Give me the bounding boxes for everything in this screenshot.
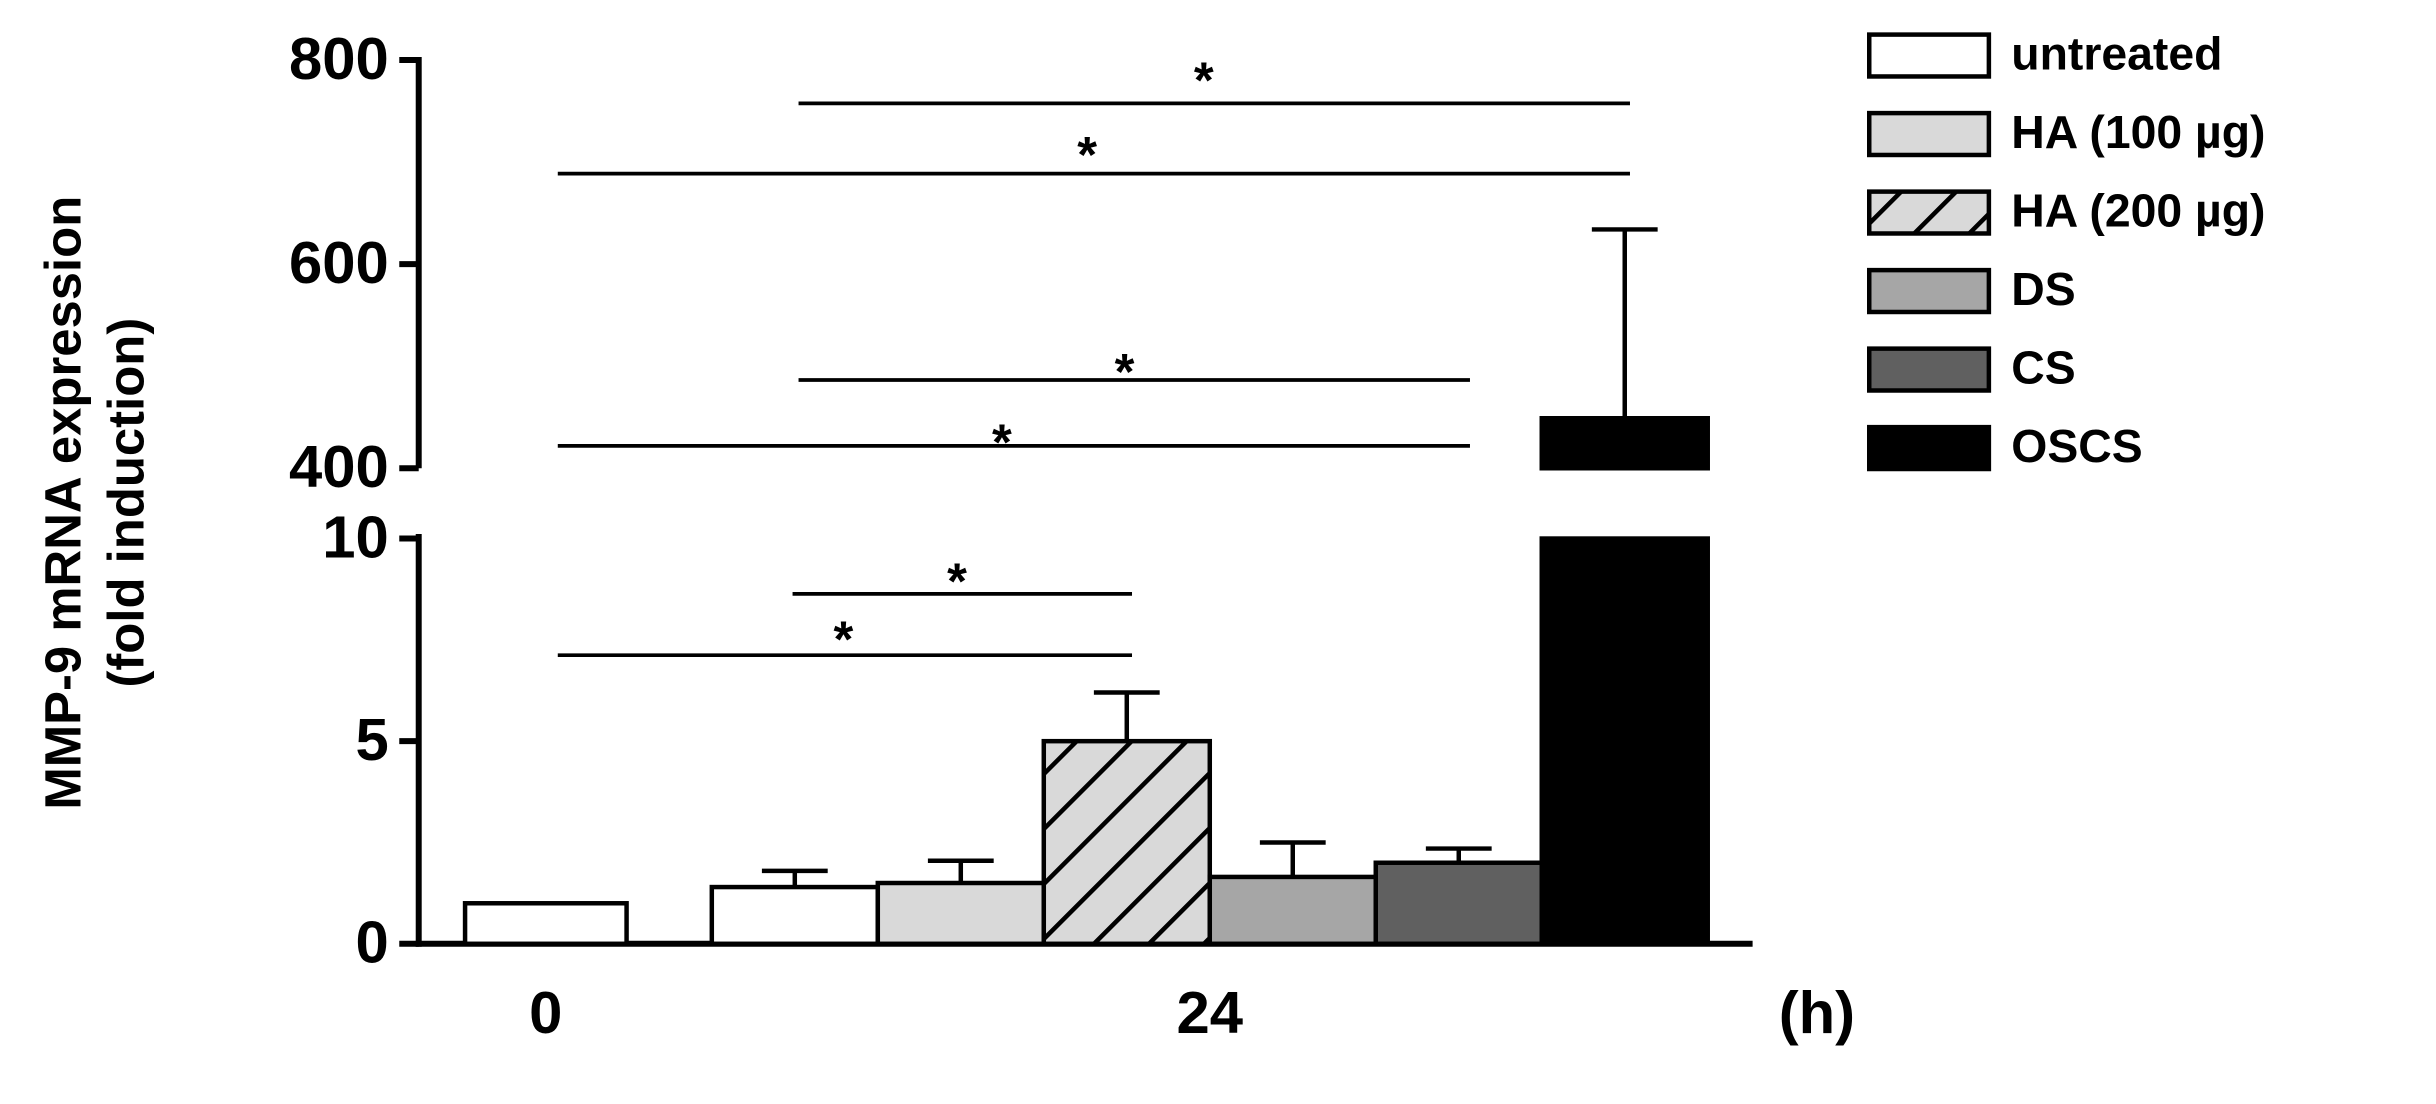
legend-swatch	[1867, 189, 1992, 236]
y-tick-label: 400	[289, 433, 389, 500]
significance-star: *	[1077, 126, 1097, 183]
bar	[1539, 416, 1710, 471]
legend-label: CS	[2011, 341, 2075, 393]
legend-swatch	[1867, 424, 1992, 472]
y-tick-label: 5	[356, 706, 389, 773]
y-tick-label: 600	[289, 229, 389, 296]
legend-label: DS	[2011, 263, 2075, 315]
bar	[709, 884, 881, 947]
bar	[875, 880, 1047, 947]
bar	[1041, 738, 1213, 947]
y-axis-label: MMP-9 mRNA expression (fold induction)	[35, 196, 155, 810]
bar	[1539, 536, 1710, 947]
legend-label: untreated	[2011, 27, 2222, 79]
y-label-line: (fold induction)	[98, 318, 155, 688]
y-tick-label: 0	[356, 909, 389, 976]
significance-star: *	[1194, 51, 1214, 108]
significance-star: *	[1115, 343, 1135, 400]
x-axis-label: (h)	[1779, 979, 1855, 1046]
significance-star: *	[992, 413, 1012, 470]
y-tick-label: 800	[289, 25, 389, 92]
x-tick-label: 0	[529, 979, 562, 1046]
significance-star: *	[947, 552, 967, 609]
legend-label: HA (200 µg)	[2011, 184, 2265, 236]
legend-swatch	[1867, 346, 1992, 393]
legend-swatch	[1867, 110, 1992, 158]
legend-swatch	[1867, 32, 1992, 79]
legend-label: HA (100 µg)	[2011, 106, 2265, 158]
legend-swatch	[1867, 267, 1992, 315]
legend-label: OSCS	[2011, 420, 2142, 472]
bar	[1373, 860, 1544, 947]
x-tick-label: 24	[1177, 979, 1244, 1046]
bar	[462, 901, 629, 947]
bar	[1207, 874, 1379, 947]
significance-star: *	[834, 611, 854, 668]
y-tick-label: 10	[322, 503, 389, 570]
y-label-line: MMP-9 mRNA expression	[35, 196, 92, 810]
